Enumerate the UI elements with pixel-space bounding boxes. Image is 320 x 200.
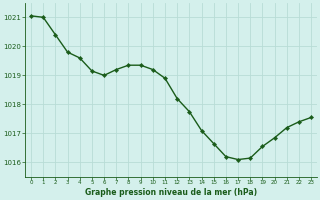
X-axis label: Graphe pression niveau de la mer (hPa): Graphe pression niveau de la mer (hPa) bbox=[85, 188, 257, 197]
